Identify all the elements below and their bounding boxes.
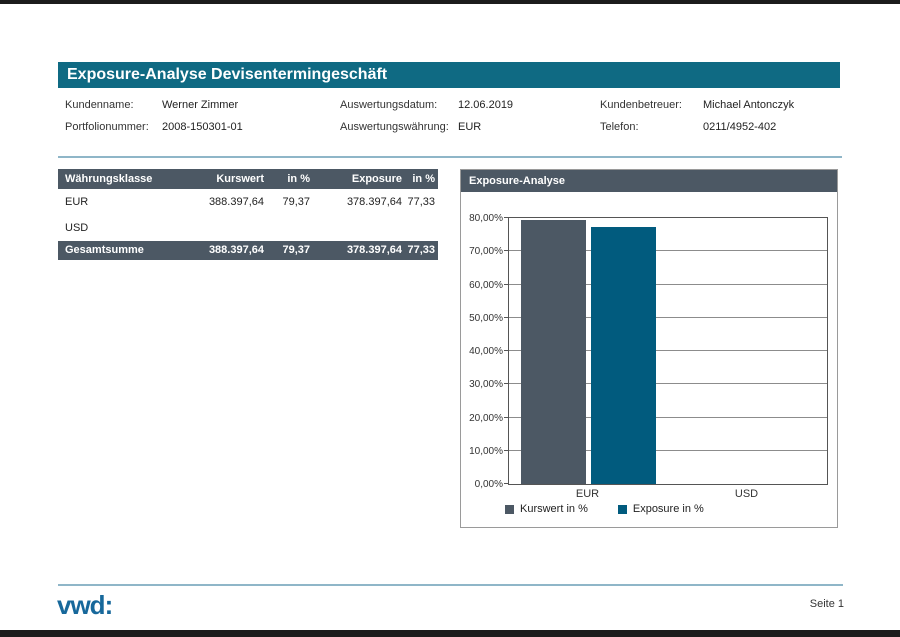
y-tick [504, 350, 509, 351]
col-waehrungsklasse: Währungsklasse [58, 169, 168, 189]
col-kurswert-pct: in % [268, 169, 316, 189]
col-exposure-pct: in % [404, 169, 438, 189]
portfolionummer-label: Portfolionummer: [65, 121, 149, 133]
cell: 378.397,64 [316, 189, 404, 215]
currency-exposure-table: Währungsklasse Kurswert in % Exposure in… [58, 169, 438, 260]
legend-item: Kurswert in % [505, 503, 588, 515]
report-title: Exposure-Analyse Devisentermingeschäft [67, 66, 387, 83]
y-tick [504, 317, 509, 318]
y-tick [504, 217, 509, 218]
top-black-border [0, 0, 900, 4]
telefon-label: Telefon: [600, 121, 639, 133]
cell: 79,37 [268, 241, 316, 260]
table-header-row: Währungsklasse Kurswert in % Exposure in… [58, 169, 438, 189]
legend-label: Kurswert in % [520, 503, 588, 515]
legend-swatch-icon [618, 505, 627, 514]
portfolionummer-value: 2008-150301-01 [162, 121, 243, 133]
kundenbetreuer-value: Michael Antonczyk [703, 99, 794, 111]
cell: 77,33 [404, 189, 438, 215]
legend-label: Exposure in % [633, 503, 704, 515]
col-kurswert: Kurswert [168, 169, 268, 189]
legend-swatch-icon [505, 505, 514, 514]
chart-legend: Kurswert in % Exposure in % [505, 503, 704, 515]
vwd-logo: vwd: [57, 590, 112, 621]
y-tick [504, 417, 509, 418]
auswertungswaehrung-label: Auswertungswährung: [340, 121, 449, 133]
chart-y-axis: 0,00%10,00%20,00%30,00%40,00%50,00%60,00… [461, 218, 503, 484]
y-tick-label: 80,00% [461, 213, 503, 224]
table-row-eur: EUR 388.397,64 79,37 378.397,64 77,33 [58, 189, 438, 215]
cell: 79,37 [268, 189, 316, 215]
page-number: Seite 1 [810, 598, 844, 610]
x-category-label: EUR [548, 488, 628, 500]
auswertungsdatum-label: Auswertungsdatum: [340, 99, 437, 111]
cell [316, 215, 404, 241]
footer-divider-line [58, 584, 843, 586]
y-tick-label: 30,00% [461, 379, 503, 390]
y-tick-label: 20,00% [461, 413, 503, 424]
x-category-label: USD [707, 488, 787, 500]
legend-item: Exposure in % [618, 503, 704, 515]
y-tick-label: 10,00% [461, 446, 503, 457]
cell [404, 215, 438, 241]
y-tick [504, 450, 509, 451]
cell: 388.397,64 [168, 241, 268, 260]
cell: 378.397,64 [316, 241, 404, 260]
bar-eur-kurswert [521, 220, 586, 484]
cell: USD [58, 215, 168, 241]
table-row-usd: USD [58, 215, 438, 241]
kundenname-label: Kundenname: [65, 99, 134, 111]
bar-eur-exposure [591, 227, 656, 484]
chart-title-bar: Exposure-Analyse [461, 170, 837, 192]
auswertungsdatum-value: 12.06.2019 [458, 99, 513, 111]
chart-plot [508, 217, 828, 485]
cell: 388.397,64 [168, 189, 268, 215]
col-exposure: Exposure [316, 169, 404, 189]
kundenname-value: Werner Zimmer [162, 99, 238, 111]
bottom-black-border [0, 630, 900, 637]
y-tick [504, 383, 509, 384]
y-tick [504, 250, 509, 251]
chart-title: Exposure-Analyse [469, 175, 565, 187]
cell: Gesamtsumme [58, 241, 168, 260]
exposure-chart: Exposure-Analyse 0,00% 10,00% 20,00% 30,00%… [460, 169, 838, 528]
header-divider-line [58, 156, 842, 158]
cell [268, 215, 316, 241]
kundenbetreuer-label: Kundenbetreuer: [600, 99, 682, 111]
auswertungswaehrung-value: EUR [458, 121, 481, 133]
telefon-value: 0211/4952-402 [703, 121, 776, 133]
cell [168, 215, 268, 241]
cell: 77,33 [404, 241, 438, 260]
y-tick-label: 50,00% [461, 313, 503, 324]
y-tick [504, 483, 509, 484]
y-tick-label: 70,00% [461, 246, 503, 257]
cell: EUR [58, 189, 168, 215]
y-tick-label: 0,00% [461, 479, 503, 490]
table-total-row: Gesamtsumme 388.397,64 79,37 378.397,64 … [58, 241, 438, 260]
y-tick-label: 60,00% [461, 280, 503, 291]
report-title-bar: Exposure-Analyse Devisentermingeschäft [58, 62, 840, 88]
y-tick-label: 40,00% [461, 346, 503, 357]
y-tick [504, 284, 509, 285]
